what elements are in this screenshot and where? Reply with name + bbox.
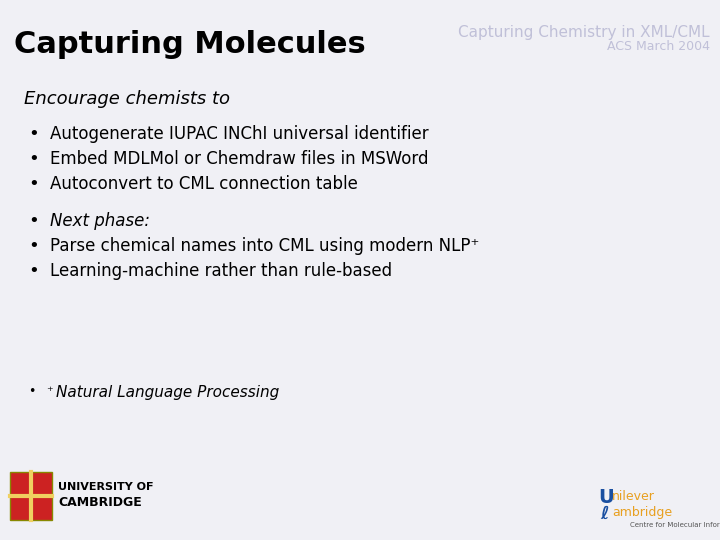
Text: ACS March 2004: ACS March 2004: [607, 40, 710, 53]
Text: UNIVERSITY OF: UNIVERSITY OF: [58, 482, 153, 492]
Text: Capturing Chemistry in XML/CML: Capturing Chemistry in XML/CML: [459, 25, 710, 40]
FancyBboxPatch shape: [10, 472, 52, 520]
Text: Parse chemical names into CML using modern NLP⁺: Parse chemical names into CML using mode…: [50, 237, 480, 255]
Text: Natural Language Processing: Natural Language Processing: [56, 385, 279, 400]
Text: Autogenerate IUPAC INChI universal identifier: Autogenerate IUPAC INChI universal ident…: [50, 125, 428, 143]
Text: •: •: [28, 237, 39, 255]
Text: ⁺: ⁺: [46, 385, 53, 398]
Text: •: •: [28, 385, 35, 398]
Text: •: •: [28, 125, 39, 143]
Text: nilever: nilever: [612, 490, 655, 503]
Text: •: •: [28, 262, 39, 280]
Text: •: •: [28, 212, 39, 230]
Text: Embed MDLMol or Chemdraw files in MSWord: Embed MDLMol or Chemdraw files in MSWord: [50, 150, 428, 168]
Text: ℓ: ℓ: [600, 505, 608, 523]
Text: Centre for Molecular Informatics: Centre for Molecular Informatics: [630, 522, 720, 528]
Text: •: •: [28, 175, 39, 193]
Text: Capturing Molecules: Capturing Molecules: [14, 30, 366, 59]
Text: Autoconvert to CML connection table: Autoconvert to CML connection table: [50, 175, 358, 193]
Text: U: U: [598, 488, 613, 507]
Text: ambridge: ambridge: [612, 506, 672, 519]
Text: Next phase:: Next phase:: [50, 212, 150, 230]
Text: •: •: [28, 150, 39, 168]
Text: CAMBRIDGE: CAMBRIDGE: [58, 496, 142, 509]
Text: Encourage chemists to: Encourage chemists to: [24, 90, 230, 108]
Text: Learning-machine rather than rule-based: Learning-machine rather than rule-based: [50, 262, 392, 280]
